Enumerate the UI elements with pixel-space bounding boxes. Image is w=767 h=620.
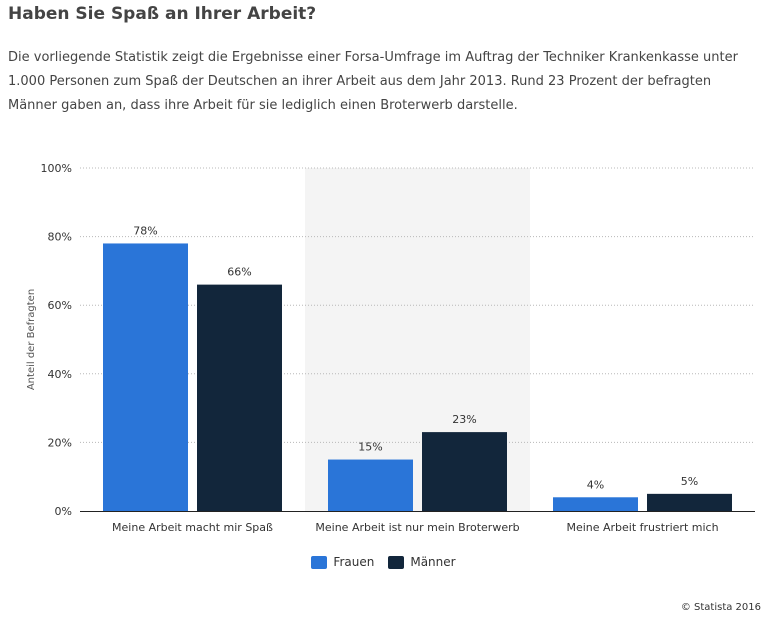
legend-item-maenner[interactable]: Männer (388, 555, 456, 569)
bar-maenner (422, 432, 507, 511)
legend-label-maenner: Männer (410, 555, 456, 569)
bar-maenner (647, 493, 732, 511)
x-tick-label: Meine Arbeit macht mir Spaß (112, 521, 273, 534)
y-tick-label: 0% (55, 505, 72, 518)
data-label: 15% (358, 441, 382, 454)
bar-frauen (553, 497, 638, 511)
data-label: 5% (681, 475, 698, 488)
y-tick-label: 60% (48, 299, 72, 312)
bar-maenner (197, 284, 282, 511)
legend-item-frauen[interactable]: Frauen (311, 555, 374, 569)
y-tick-label: 80% (48, 231, 72, 244)
chart-title: Haben Sie Spaß an Ihrer Arbeit? (8, 4, 317, 24)
legend: Frauen Männer (0, 555, 767, 569)
bar-chart: 0% 20% 40% 60% 80% 100% Anteil der Befragten 78… (26, 162, 755, 534)
x-tick-label: Meine Arbeit ist nur mein Broterwerb (315, 521, 519, 534)
bar-frauen (328, 459, 413, 511)
legend-swatch-maenner (388, 555, 405, 569)
statista-credit[interactable]: © Statista 2016 (680, 602, 761, 613)
data-label: 66% (227, 266, 251, 279)
legend-swatch-frauen (311, 555, 328, 569)
legend-label-frauen: Frauen (333, 555, 375, 569)
x-tick-label: Meine Arbeit frustriert mich (566, 521, 718, 534)
y-tick-label: 100% (41, 162, 72, 175)
chart-description: Die vorliegende Statistik zeigt die Erge… (8, 50, 738, 113)
y-tick-label: 40% (48, 368, 72, 381)
bar-frauen (103, 243, 188, 511)
data-label: 23% (452, 413, 476, 426)
y-axis-title: Anteil der Befragten (26, 289, 37, 390)
y-tick-label: 20% (48, 436, 72, 449)
data-label: 4% (587, 478, 604, 491)
data-label: 78% (133, 224, 157, 237)
